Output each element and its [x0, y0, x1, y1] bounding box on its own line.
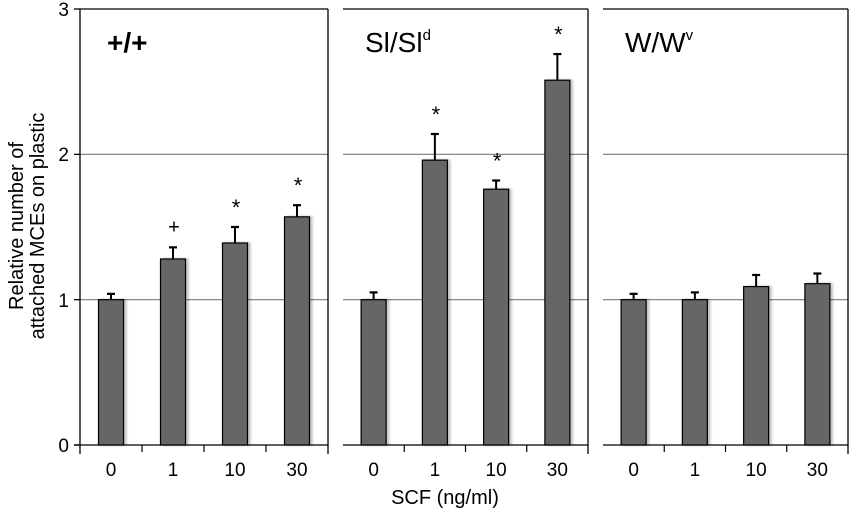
- panel-title-text: Sl/Sl: [365, 27, 423, 58]
- y-tick-label: 1: [58, 291, 69, 312]
- y-tick-label: 3: [58, 0, 69, 21]
- y-ticks: [74, 8, 80, 446]
- y-tick-labels: 0 1 2 3: [58, 0, 69, 457]
- bar: [681, 299, 708, 446]
- panel-title-text: W/W: [625, 27, 686, 58]
- significance-marker: *: [232, 195, 241, 220]
- bar: [544, 79, 571, 446]
- bar: [483, 188, 510, 446]
- panel-title-superscript: d: [423, 27, 431, 44]
- x-tick-label: 0: [106, 460, 117, 481]
- bar: [743, 285, 770, 446]
- panel-title: W/Wv: [625, 27, 694, 58]
- y-tick-label: 2: [58, 145, 69, 166]
- significance-marker: *: [432, 102, 441, 127]
- panel-title-text: +/+: [107, 27, 147, 58]
- panel-w-wv: W/Wv 0 1 10 30: [603, 8, 849, 481]
- y-axis-title: Relative number of attached MCEs on plas…: [6, 113, 49, 340]
- panel-title-superscript: v: [686, 27, 694, 44]
- x-tick-label: 0: [628, 460, 639, 481]
- x-tick-label: 30: [547, 460, 568, 481]
- panel-wildtype: +/+ 0 +1 * 10 * 30: [74, 8, 329, 481]
- significance-marker: *: [554, 22, 563, 47]
- x-tick-label: 10: [746, 460, 767, 481]
- bar: [360, 299, 387, 446]
- x-axis-title: SCF (ng/ml): [391, 487, 499, 509]
- x-tick-label: 30: [807, 460, 828, 481]
- panel-sl-sld: Sl/Sld 0 * 1 * 10 * 30: [343, 8, 589, 481]
- panel-title: Sl/Sld: [365, 27, 431, 58]
- x-tick-label: 30: [286, 460, 307, 481]
- significance-marker: *: [493, 148, 502, 173]
- x-tick-label: 1: [690, 460, 701, 481]
- panel-title: +/+: [107, 27, 147, 58]
- x-tick-label: 10: [224, 460, 245, 481]
- x-tick-label: 10: [486, 460, 507, 481]
- x-tick-label: 1: [168, 460, 179, 481]
- x-tick-label: 0: [368, 460, 379, 481]
- bar: [620, 299, 647, 446]
- y-axis-title-line-1: Relative number of: [6, 142, 28, 310]
- significance-marker: *: [294, 173, 303, 198]
- y-axis-title-line-2: attached MCEs on plastic: [27, 113, 49, 340]
- bar: [804, 283, 831, 446]
- significance-marker: +: [168, 216, 180, 238]
- bar: [159, 258, 187, 446]
- bar: [97, 299, 125, 446]
- bar: [421, 159, 448, 446]
- x-tick-label: 1: [430, 460, 441, 481]
- bar: [221, 242, 249, 446]
- y-tick-label: 0: [58, 436, 69, 457]
- bar: [283, 216, 311, 446]
